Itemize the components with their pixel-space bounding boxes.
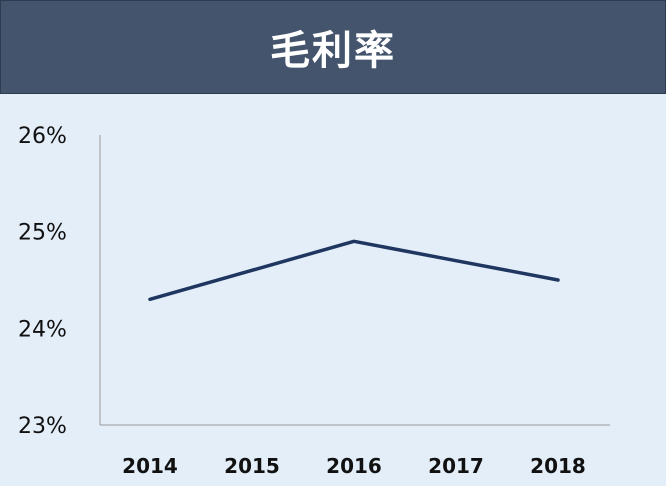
y-tick-label: 24% xyxy=(18,317,67,342)
x-tick-label: 2016 xyxy=(326,454,382,478)
chart-title: 毛利率 xyxy=(270,28,396,74)
x-tick-label: 2017 xyxy=(428,454,484,478)
series-line xyxy=(148,239,560,302)
title-bar: 毛利率 xyxy=(0,0,666,94)
y-tick-label: 25% xyxy=(18,221,67,246)
x-tick-label: 2015 xyxy=(224,454,280,478)
x-tick-label: 2018 xyxy=(530,454,586,478)
y-tick-label: 23% xyxy=(18,414,67,439)
x-tick-label: 2014 xyxy=(122,454,178,478)
y-tick-label: 26% xyxy=(18,124,67,149)
